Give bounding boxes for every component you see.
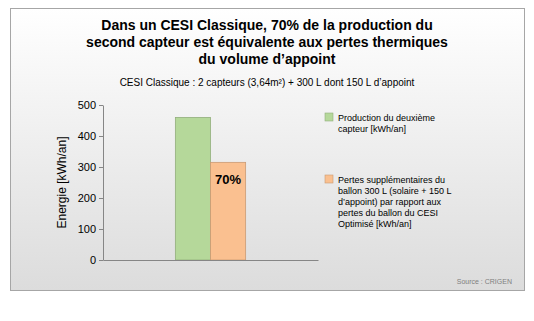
- y-tick-mark: [99, 260, 103, 261]
- y-axis-line: [103, 106, 104, 261]
- y-tick: 100: [78, 223, 103, 235]
- y-tick-mark: [99, 229, 103, 230]
- bar: [175, 117, 210, 260]
- source: Source : CRIGEN: [457, 278, 512, 285]
- y-tick-label: 400: [78, 130, 96, 142]
- legend-label: Production du deuxièmecapteur [kWh/an]: [338, 113, 435, 134]
- y-tick-mark: [99, 167, 103, 168]
- title: Dans un CESI Classique, 70% de la produc…: [86, 17, 448, 67]
- legend-swatch: [325, 113, 333, 121]
- legend-label-line: Production du deuxième: [338, 113, 435, 123]
- legend-label-line: ballon 300 L (solaire + 150 L: [338, 186, 452, 196]
- legend-label-line: Pertes supplémentaires du: [338, 175, 445, 185]
- y-tick-mark: [99, 198, 103, 199]
- legend-label-line: capteur [kWh/an]: [338, 124, 406, 134]
- y-tick-label: 300: [78, 161, 96, 173]
- annotation: 70%: [215, 172, 241, 187]
- y-tick: 0: [90, 254, 103, 266]
- y-tick-label: 100: [78, 223, 96, 235]
- title-line: second capteur est équivalente aux perte…: [86, 34, 448, 50]
- legend-swatch: [325, 175, 333, 183]
- y-tick-label: 500: [78, 99, 96, 111]
- y-tick: 400: [78, 130, 103, 142]
- chart: Dans un CESI Classique, 70% de la produc…: [0, 0, 534, 321]
- x-axis: [104, 260, 319, 262]
- legend-label-line: Optimisé [kWh/an]: [338, 219, 412, 229]
- title-line: Dans un CESI Classique, 70% de la produc…: [101, 17, 432, 33]
- y-tick-label: 200: [78, 192, 96, 204]
- y-tick-mark: [99, 105, 103, 106]
- y-axis-title: Energie [kWh/an]: [55, 136, 69, 228]
- y-tick: 300: [78, 161, 103, 173]
- x-axis-line: [104, 260, 319, 261]
- chart-frame: [11, 9, 525, 291]
- legend: Production du deuxièmecapteur [kWh/an] Pe…: [325, 113, 452, 229]
- y-axis: 0 100 200 300 400 500: [78, 99, 104, 266]
- y-tick: 200: [78, 192, 103, 204]
- legend-label: Pertes supplémentaires duballon 300 L (s…: [338, 175, 452, 229]
- legend-label-line: d’appoint) par rapport aux: [338, 197, 442, 207]
- y-tick-mark: [99, 136, 103, 137]
- bars: [175, 117, 245, 260]
- legend-label-line: pertes du ballon du CESI: [338, 208, 438, 218]
- y-tick-label: 0: [90, 254, 96, 266]
- subtitle: CESI Classique : 2 capteurs (3,64m²) + 3…: [120, 77, 415, 88]
- bar: [211, 162, 246, 260]
- y-tick: 500: [78, 99, 103, 111]
- title-line: du volume d’appoint: [199, 51, 336, 67]
